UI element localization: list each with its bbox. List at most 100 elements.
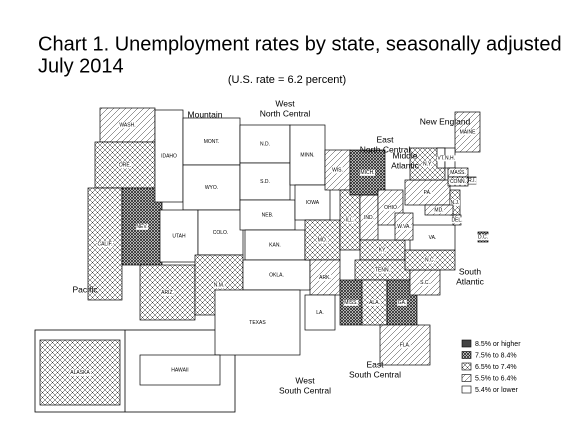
- state-label: MO.: [318, 237, 327, 243]
- state-label: MASS.: [450, 170, 466, 176]
- label-bg: [213, 282, 225, 289]
- state-label: WIS.: [332, 167, 343, 173]
- title-line: Chart 1. Unemployment rates by state, se…: [38, 33, 562, 55]
- state-label: KAN.: [269, 242, 281, 248]
- label-bg: [374, 267, 391, 274]
- legend: 8.5% or higher 7.5% to 8.4% 6.5% to 7.4% 5.…: [461, 339, 521, 394]
- state-label: NEV.: [136, 224, 147, 230]
- label-bg: [345, 217, 355, 224]
- label-bg: [118, 122, 137, 129]
- label-bg: [118, 162, 132, 169]
- state-label: N.C.: [425, 257, 435, 263]
- label-bg: [261, 212, 274, 219]
- label-bg: [424, 257, 436, 264]
- state-label: S.C.: [420, 280, 430, 286]
- region-label: South: [459, 266, 481, 276]
- label-bg: [317, 237, 328, 244]
- region-label: East: [376, 134, 394, 144]
- state-label: IDAHO: [161, 153, 177, 159]
- state-label: IND.: [364, 215, 374, 221]
- label-bg: [315, 309, 325, 316]
- state-label: WYO.: [205, 185, 218, 191]
- label-bg: [477, 234, 489, 241]
- state-label: N.J.: [451, 200, 460, 206]
- state-label: CONN.: [450, 179, 466, 185]
- label-bg: [419, 279, 431, 286]
- state-label: MONT.: [204, 139, 220, 145]
- state-label: LA.: [316, 310, 324, 316]
- state-label: VA.: [429, 235, 437, 241]
- label-bg: [450, 217, 464, 224]
- region-label: South Central: [279, 385, 331, 395]
- state-label: MAINE: [460, 129, 477, 135]
- region-label: New England: [420, 116, 471, 126]
- region-label: North Central: [260, 108, 311, 118]
- label-bg: [204, 184, 219, 191]
- state-label: VT.: [437, 155, 444, 161]
- label-bg: [135, 223, 149, 230]
- state: [304, 294, 336, 331]
- label-bg: [259, 141, 271, 148]
- legend-swatch: [461, 351, 472, 359]
- label-bg: [171, 233, 187, 240]
- state-label: D.C.: [478, 234, 488, 240]
- label-bg: [160, 153, 178, 160]
- state-label: MISS.: [344, 300, 358, 306]
- label-bg: [69, 369, 91, 376]
- label-bg: [268, 272, 285, 279]
- label-bg: [397, 299, 407, 306]
- region-label: Atlantic: [456, 276, 485, 286]
- region-label: West: [295, 375, 315, 385]
- label-bg: [444, 155, 456, 162]
- label-bg: [459, 129, 477, 136]
- label-bg: [203, 138, 220, 145]
- region-label: Middle: [392, 150, 417, 160]
- label-bg: [449, 169, 467, 176]
- label-bg: [305, 199, 321, 206]
- state-label: N.Y.: [423, 161, 432, 167]
- state-label: R.I.: [468, 178, 476, 184]
- region-label: Atlantic: [391, 160, 420, 170]
- state-label: CALIF.: [97, 241, 112, 247]
- label-bg: [343, 299, 359, 306]
- title-line: July 2014: [38, 55, 124, 77]
- legend-label: 7.5% to 8.4%: [475, 352, 517, 359]
- legend-swatch: [461, 374, 472, 382]
- state-label: OHIO: [384, 205, 397, 211]
- label-bg: [318, 274, 332, 281]
- state-label: UTAH: [172, 233, 186, 239]
- legend-label: 5.4% or lower: [475, 387, 518, 394]
- legend-label: 5.5% to 6.4%: [475, 375, 517, 382]
- state-label: NEB.: [262, 212, 274, 218]
- region-label: South Central: [349, 369, 401, 379]
- legend-swatch: [461, 385, 472, 394]
- legend-label: 8.5% or higher: [475, 341, 521, 348]
- state-label: DEL.: [451, 217, 462, 223]
- label-bg: [449, 178, 467, 185]
- state-label: S.D.: [260, 179, 270, 185]
- state-label: OKLA.: [269, 272, 284, 278]
- state-label: N.D.: [260, 141, 270, 147]
- inset-frame: [34, 329, 236, 413]
- state-label: ALA.: [369, 300, 380, 306]
- label-bg: [450, 199, 460, 206]
- state-label: ARK.: [319, 275, 331, 281]
- state-label: TENN.: [375, 267, 390, 273]
- regions: Mountain West North Central New England East…: [72, 98, 484, 395]
- legend-label: 6.5% to 7.4%: [475, 364, 517, 371]
- region-label: Pacific: [72, 284, 98, 294]
- label-bg: [422, 161, 433, 168]
- state-label: N.H.: [445, 155, 455, 161]
- region-label: Mountain: [188, 109, 223, 119]
- region-label: North Central: [360, 144, 411, 154]
- region-label: East: [366, 359, 384, 369]
- states: WASH. ORE. CALIF. NEV. IDAHO MONT. WYO. UTAH COL…: [39, 107, 489, 406]
- label-bg: [248, 319, 267, 326]
- state-label: N.M.: [214, 282, 225, 288]
- state-label: ILL.: [346, 217, 354, 223]
- label-bg: [268, 242, 282, 249]
- label-bg: [259, 178, 271, 185]
- state: [182, 164, 241, 211]
- label-bg: [396, 223, 412, 230]
